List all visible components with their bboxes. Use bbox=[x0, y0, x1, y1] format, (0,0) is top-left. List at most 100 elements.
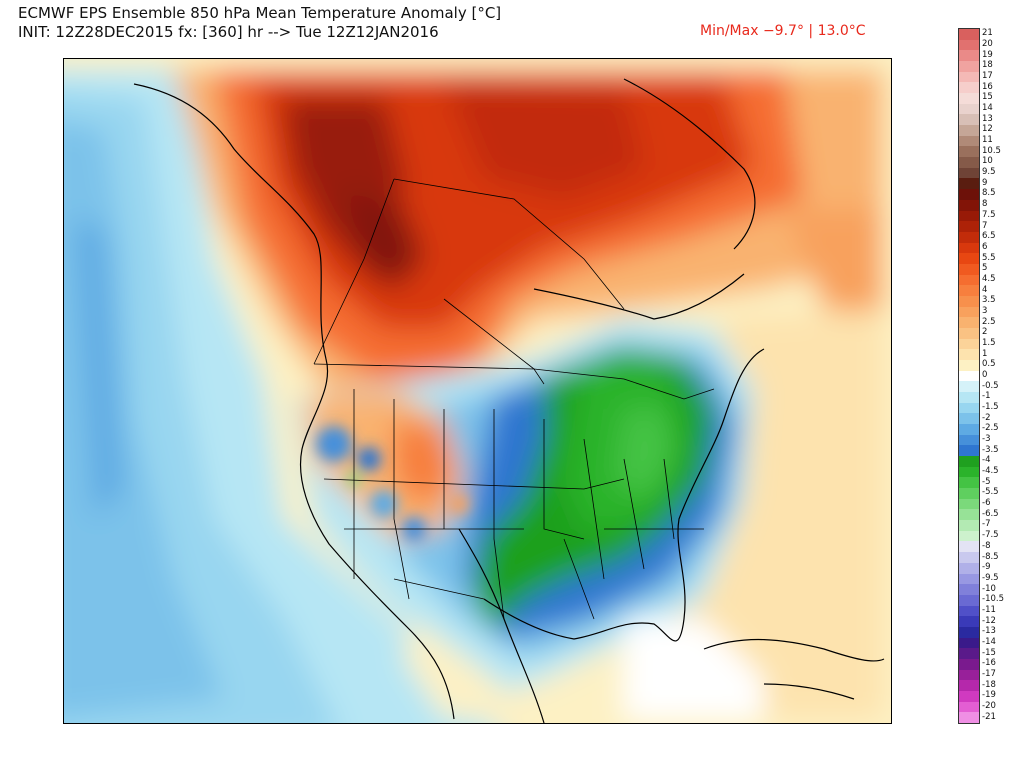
anomaly-field bbox=[64, 59, 891, 723]
legend-swatch bbox=[959, 498, 979, 510]
legend-swatch bbox=[959, 199, 979, 211]
legend-swatch bbox=[959, 424, 979, 436]
legend-label: -9 bbox=[982, 562, 991, 573]
legend-swatch bbox=[959, 626, 979, 639]
legend-label: 12 bbox=[982, 124, 993, 135]
legend-label: 0.5 bbox=[982, 359, 996, 370]
legend-label: 15 bbox=[982, 92, 993, 103]
legend-label: 13 bbox=[982, 113, 993, 124]
legend-label: -2.5 bbox=[982, 423, 999, 434]
legend-swatch bbox=[959, 39, 979, 51]
legend-swatch bbox=[959, 456, 979, 468]
legend-swatch bbox=[959, 541, 979, 553]
legend-swatch bbox=[959, 477, 979, 489]
legend-label: -16 bbox=[982, 658, 996, 669]
legend-swatch bbox=[959, 263, 979, 276]
legend-swatch bbox=[959, 392, 979, 404]
legend-swatch bbox=[959, 306, 979, 318]
legend-swatch bbox=[959, 50, 979, 62]
legend-swatch bbox=[959, 413, 979, 425]
legend-swatch bbox=[959, 381, 979, 393]
legend-label: 18 bbox=[982, 60, 993, 71]
coastlines bbox=[133, 78, 885, 723]
legend-label: -12 bbox=[982, 615, 996, 626]
legend-label: -6 bbox=[982, 498, 991, 509]
legend-label: 3.5 bbox=[982, 295, 996, 306]
legend-swatch bbox=[959, 157, 979, 169]
legend-swatch bbox=[959, 573, 979, 585]
legend-swatch bbox=[959, 488, 979, 500]
legend-label: -10 bbox=[982, 583, 996, 594]
legend-swatch bbox=[959, 669, 979, 681]
legend-swatch bbox=[959, 61, 979, 73]
color-scale-legend: 21 20 19 18 17 16 15 14 13 12 11 10.5 10 9.5 9 8.5 8 7.5 7… bbox=[958, 28, 1004, 724]
legend-label: 21 bbox=[982, 28, 993, 39]
legend-label: -8.5 bbox=[982, 551, 999, 562]
legend-swatch bbox=[959, 295, 979, 308]
legend-label: -7 bbox=[982, 519, 991, 530]
legend-swatch bbox=[959, 530, 979, 542]
legend-label: -4 bbox=[982, 455, 991, 466]
legend-swatch bbox=[959, 221, 979, 233]
legend-swatch bbox=[959, 637, 979, 649]
title-line-2: INIT: 12Z28DEC2015 fx: [360] hr --> Tue … bbox=[18, 23, 439, 41]
legend-swatch bbox=[959, 253, 979, 265]
legend-label: -1 bbox=[982, 391, 991, 402]
legend-swatch bbox=[959, 338, 979, 350]
legend-label: -19 bbox=[982, 690, 996, 701]
legend-label: -3 bbox=[982, 434, 991, 445]
legend-swatch bbox=[959, 167, 979, 179]
legend-swatch bbox=[959, 562, 979, 575]
legend-swatch bbox=[959, 125, 979, 137]
legend-swatch bbox=[959, 466, 979, 478]
legend-swatch bbox=[959, 242, 979, 254]
legend-swatch bbox=[959, 317, 979, 329]
legend-label: 6.5 bbox=[982, 231, 996, 242]
legend-swatch bbox=[959, 114, 979, 126]
legend-label: -20 bbox=[982, 700, 996, 711]
legend-label: -0.5 bbox=[982, 380, 999, 391]
legend-swatch bbox=[959, 594, 979, 607]
legend-swatch bbox=[959, 82, 979, 94]
legend-swatch bbox=[959, 146, 979, 158]
legend-swatch bbox=[959, 359, 979, 372]
legend-label: 5.5 bbox=[982, 252, 996, 263]
legend-label: 17 bbox=[982, 71, 993, 82]
legend-swatch bbox=[959, 680, 979, 692]
legend-label: 1 bbox=[982, 348, 988, 359]
legend-label: 4.5 bbox=[982, 273, 996, 284]
legend-label: -9.5 bbox=[982, 572, 999, 583]
legend-swatch bbox=[959, 93, 979, 105]
legend-label: 10.5 bbox=[982, 145, 1001, 156]
legend-swatch bbox=[959, 520, 979, 532]
legend-label: 9 bbox=[982, 177, 988, 188]
legend-label: 5 bbox=[982, 263, 988, 274]
legend-swatch bbox=[959, 445, 979, 457]
legend-swatch bbox=[959, 274, 979, 286]
legend-label: -2 bbox=[982, 412, 991, 423]
legend-swatch bbox=[959, 285, 979, 297]
min-max-readout: Min/Max −9.7° | 13.0°C bbox=[700, 23, 866, 39]
legend-label: 10 bbox=[982, 156, 993, 167]
legend-label: 4 bbox=[982, 284, 988, 295]
legend-label: 0 bbox=[982, 370, 988, 380]
legend-label: 8 bbox=[982, 199, 988, 210]
legend-swatch bbox=[959, 605, 979, 617]
legend-label: -11 bbox=[982, 604, 996, 615]
legend-swatch bbox=[959, 231, 979, 244]
political-borders bbox=[313, 178, 715, 620]
legend-label: -3.5 bbox=[982, 444, 999, 455]
legend-label: 2.5 bbox=[982, 316, 996, 327]
legend-label: 14 bbox=[982, 103, 993, 114]
legend-swatch bbox=[959, 349, 979, 361]
legend-swatch bbox=[959, 370, 979, 382]
legend-label: -8 bbox=[982, 540, 991, 551]
legend-swatch bbox=[959, 648, 979, 660]
legend-swatch bbox=[959, 509, 979, 521]
legend-swatch bbox=[959, 402, 979, 414]
legend-swatch bbox=[959, 434, 979, 446]
legend-label: -13 bbox=[982, 626, 996, 637]
legend-label: 1.5 bbox=[982, 337, 996, 348]
legend-label: -21 bbox=[982, 711, 996, 722]
legend-swatch bbox=[959, 690, 979, 703]
